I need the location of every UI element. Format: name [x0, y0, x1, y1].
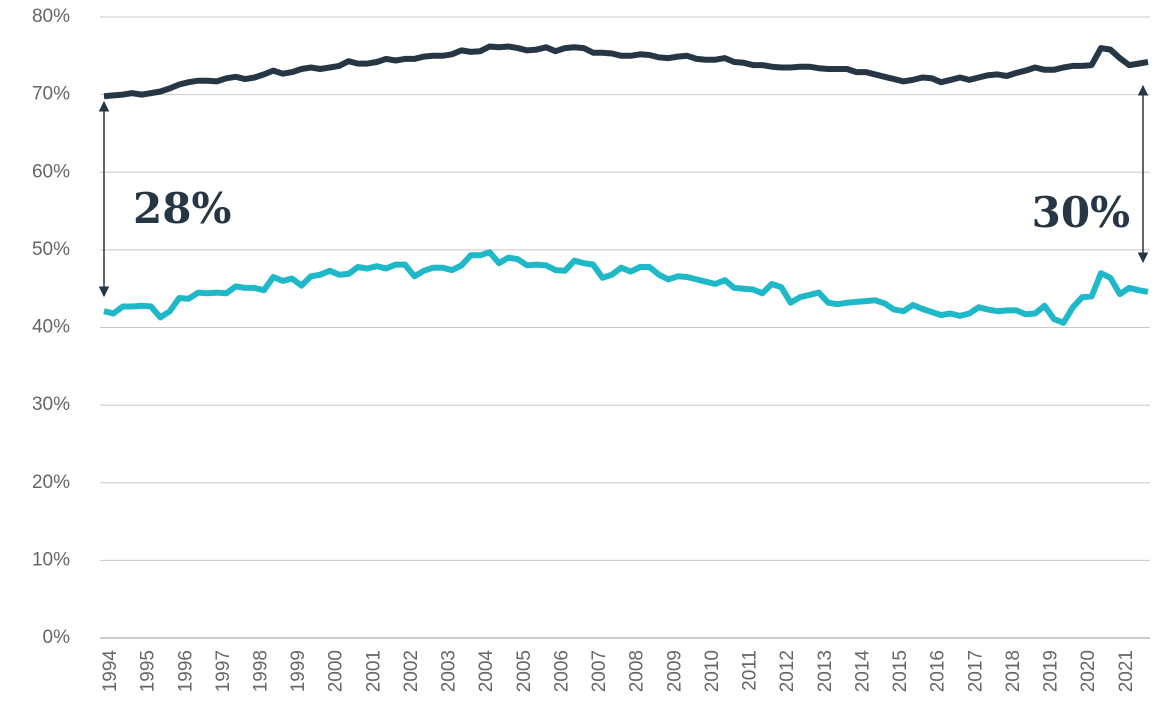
x-tick-label: 2016 [928, 650, 949, 692]
y-tick-label: 80% [32, 6, 70, 27]
x-tick-label: 1995 [138, 650, 159, 692]
x-tick-label: 2000 [326, 650, 347, 692]
line-series [103, 43, 1149, 100]
x-tick-label: 2008 [627, 650, 648, 692]
x-tick-label: 2020 [1078, 650, 1099, 692]
x-tick-label: 2002 [401, 650, 422, 692]
x-tick-label: 2013 [815, 650, 836, 692]
x-tick-label: 2018 [1003, 650, 1024, 692]
x-tick-label: 1998 [251, 650, 272, 692]
y-tick-label: 10% [32, 549, 70, 570]
x-tick-label: 2010 [702, 650, 723, 692]
annotation: 28% [133, 184, 231, 233]
x-tick-label: 2006 [551, 650, 572, 692]
y-tick-label: 20% [32, 472, 70, 493]
x-tick-label: 2009 [664, 650, 685, 692]
x-tick-label: 1997 [213, 650, 234, 692]
x-tick-label: 2015 [890, 650, 911, 692]
y-tick-label: 60% [32, 161, 70, 182]
x-tick-label: 1994 [100, 650, 121, 693]
x-tick-label: 2019 [1041, 650, 1062, 692]
annotation: 30% [1032, 188, 1130, 237]
x-tick-label: 1996 [175, 650, 196, 692]
x-tick-label: 2004 [476, 650, 497, 693]
y-tick-label: 40% [32, 317, 70, 338]
x-tick-label: 2021 [1116, 650, 1137, 692]
x-tick-label: 2012 [777, 650, 798, 692]
x-tick-label: 2014 [852, 650, 873, 693]
x-tick-label: 2007 [589, 650, 610, 692]
x-tick-label: 2001 [363, 650, 384, 692]
y-tick-label: 70% [32, 84, 70, 105]
x-tick-label: 2003 [439, 650, 460, 692]
x-tick-label: 2017 [965, 650, 986, 692]
y-tick-label: 0% [43, 627, 71, 648]
y-tick-label: 50% [32, 239, 70, 260]
y-tick-label: 30% [32, 394, 70, 415]
x-tick-label: 2005 [514, 650, 535, 692]
x-tick-label: 1999 [288, 650, 309, 692]
line-series [103, 249, 1149, 326]
x-tick-label: 2011 [740, 650, 761, 691]
